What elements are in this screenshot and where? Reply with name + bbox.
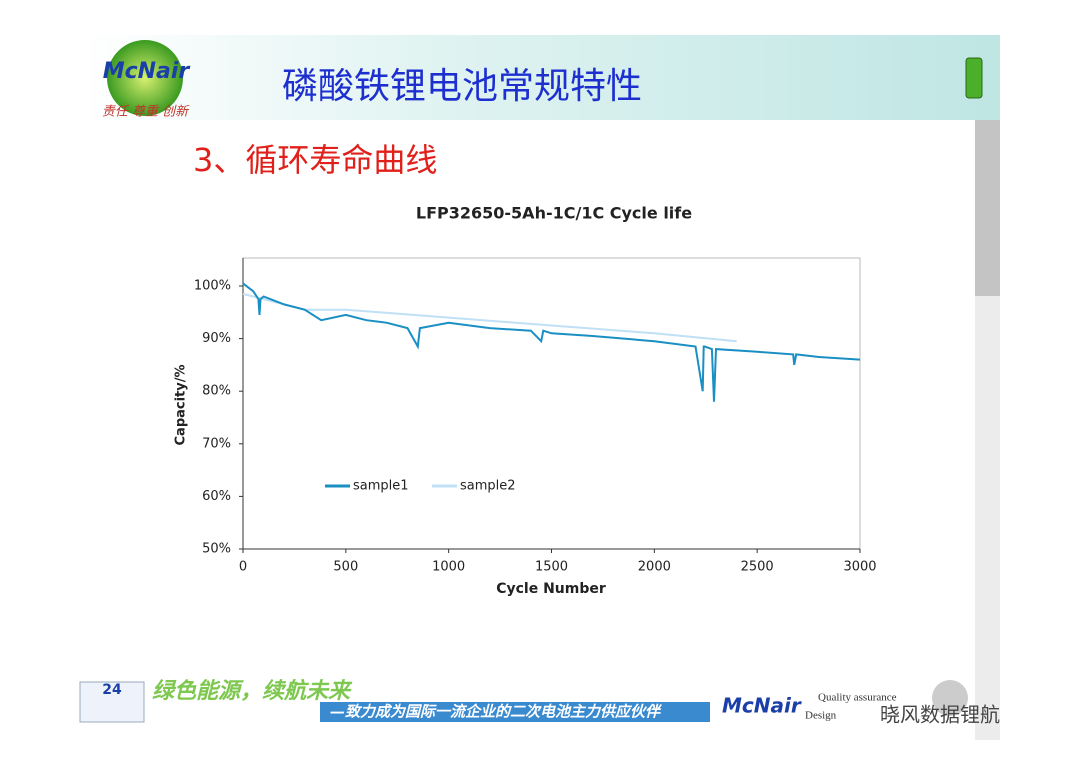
series-line	[242, 282, 861, 402]
qa-text: Quality assurance	[818, 692, 897, 704]
footer-brand: McNair	[722, 694, 802, 718]
x-tick-label: 2000	[638, 560, 671, 575]
page-number: 24	[102, 682, 122, 698]
x-tick-label: 0	[239, 560, 247, 575]
mission: —致力成为国际一流企业的二次电池主力供应伙伴	[330, 703, 663, 721]
y-tick-label: 70%	[202, 436, 231, 451]
y-tick-label: 80%	[202, 384, 231, 399]
x-tick-label: 1000	[432, 560, 465, 575]
section-title: 3、循环寿命曲线	[193, 141, 437, 179]
y-tick-label: 60%	[202, 489, 231, 504]
legend-label: sample1	[353, 479, 409, 494]
logo-text: McNair	[103, 59, 191, 84]
x-axis-title: Cycle Number	[496, 581, 606, 597]
y-tick-label: 90%	[202, 331, 231, 346]
watermark: 晓风数据锂航	[880, 703, 1000, 727]
x-tick-label: 2500	[741, 560, 774, 575]
page-badge	[79, 681, 145, 723]
y-axis-title: Capacity/%	[174, 364, 189, 445]
battery-icon	[965, 57, 983, 99]
slogan: 绿色能源，续航未来	[152, 678, 353, 704]
footer-icon	[932, 680, 968, 716]
logo-globe	[107, 40, 183, 116]
header-band	[80, 35, 1000, 120]
x-tick-label: 1500	[535, 560, 568, 575]
plot-frame	[242, 257, 861, 550]
legend-label: sample2	[460, 479, 516, 494]
y-tick-label: 50%	[202, 542, 231, 557]
design-text: Design	[805, 710, 837, 722]
chart-title: LFP32650-5Ah-1C/1C Cycle life	[416, 204, 692, 223]
mission-band	[320, 702, 710, 722]
y-tick-label: 100%	[194, 279, 231, 294]
x-tick-label: 3000	[843, 560, 876, 575]
x-tick-label: 500	[333, 560, 358, 575]
scroll-thumb	[975, 120, 1000, 296]
logo-motto: 责任 尊重 创新	[102, 105, 190, 120]
slide-title: 磷酸铁锂电池常规特性	[282, 66, 642, 107]
series-line	[242, 292, 737, 343]
